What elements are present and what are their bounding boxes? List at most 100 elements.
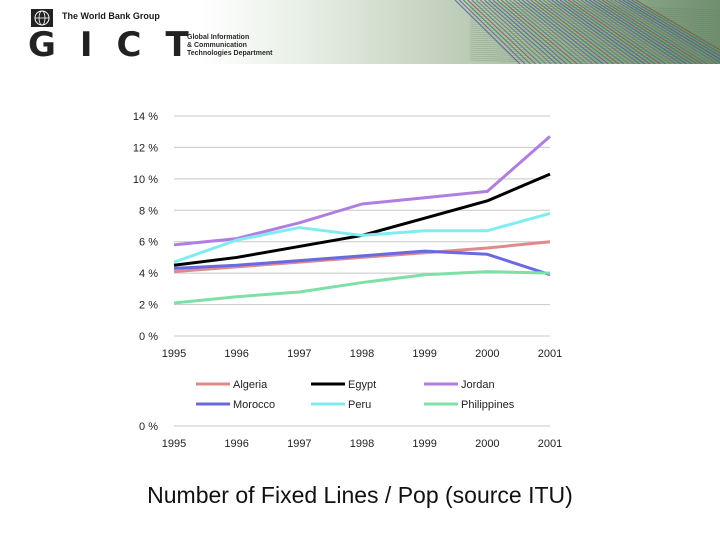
fiber-strand: [563, 0, 656, 64]
series-line-peru: [173, 211, 551, 264]
fiber-strand: [469, 49, 720, 59]
fiber-strand: [601, 0, 703, 64]
y-tick-label: 6 %: [139, 237, 158, 249]
fiber-strand: [593, 0, 692, 64]
series-line-algeria: [173, 240, 551, 274]
fiber-strand: [622, 0, 720, 60]
fiber-strand: [469, 31, 720, 41]
series-line-jordan: [173, 135, 551, 247]
fiber-strand: [618, 0, 720, 63]
fiber-strand: [534, 0, 620, 64]
fiber-strand: [469, 11, 720, 21]
fiber-strand: [488, 0, 562, 64]
fiber-strand: [469, 21, 720, 31]
legend-label-algeria: Algeria: [233, 379, 268, 391]
secondary-x-tick-label: 1995: [162, 438, 186, 450]
fiber-strand: [547, 0, 635, 64]
secondary-x-tick-label: 2001: [538, 438, 562, 450]
fiber-strand: [484, 0, 557, 64]
fiber-strand: [469, 29, 720, 39]
fiber-strand: [568, 0, 661, 64]
fiber-strand: [469, 23, 720, 33]
fiber-strand: [469, 53, 720, 63]
legend-label-morocco: Morocco: [233, 399, 275, 411]
y-tick-label: 8 %: [139, 205, 158, 217]
secondary-x-tick-label: 1999: [412, 438, 436, 450]
fiber-strand: [469, 25, 720, 35]
y-tick-label: 10 %: [133, 174, 158, 186]
dept-line-1: Global Information: [187, 34, 250, 41]
fiber-strand: [454, 0, 521, 64]
fiber-strand: [469, 9, 720, 19]
x-tick-label: 2001: [538, 348, 562, 360]
fiber-strand: [469, 47, 720, 57]
fiber-strand: [559, 0, 651, 64]
fiber-strand: [631, 0, 720, 54]
fiber-strand: [530, 0, 614, 64]
series-line-morocco: [173, 249, 551, 277]
fiber-strand: [469, 5, 720, 15]
fiber-strand: [500, 0, 578, 64]
x-tick-label: 1998: [350, 348, 374, 360]
fiber-strand: [469, 39, 720, 49]
fiber-strand: [597, 0, 698, 64]
fiber-strand: [521, 0, 604, 64]
fiber-strand: [555, 0, 646, 64]
fiber-strand: [589, 0, 687, 64]
fiber-strand: [479, 0, 552, 64]
brand-name: The World Bank Group: [62, 11, 160, 21]
fiber-strand: [538, 0, 625, 64]
fiber-strand: [458, 0, 526, 64]
y-tick-label: 0 %: [139, 331, 158, 343]
fiber-strand: [469, 55, 720, 64]
gict-logo-text: GICT: [28, 25, 213, 64]
x-tick-label: 1996: [224, 348, 248, 360]
secondary-x-tick-label: 1998: [350, 438, 374, 450]
fiber-strand: [469, 19, 720, 29]
y-tick-label: 2 %: [139, 300, 158, 312]
fiber-strand: [614, 0, 718, 64]
series-line-philippines: [173, 270, 551, 305]
fiber-strand: [635, 0, 720, 51]
x-tick-label: 1995: [162, 348, 186, 360]
fiber-strand: [469, 17, 720, 27]
legend-label-peru: Peru: [348, 399, 371, 411]
line-chart: 0 % 2 % 4 % 6 % 8 % 10 % 12 % 14 % 1995 1996 1997 1…: [133, 111, 562, 450]
x-tick-label: 2000: [475, 348, 499, 360]
fiber-strand: [469, 33, 720, 43]
legend-label-jordan: Jordan: [461, 379, 495, 391]
header-banner: The World Bank Group GICT Global Informa…: [0, 0, 720, 64]
fiber-strand: [469, 27, 720, 37]
fiber-strand: [467, 0, 536, 64]
fiber-strand: [526, 0, 609, 64]
fiber-strand: [469, 15, 720, 25]
fiber-strand: [610, 0, 713, 64]
dept-line-3: Technologies Department: [187, 50, 273, 57]
fiber-strand: [572, 0, 666, 64]
fiber-strand: [505, 0, 583, 64]
fiber-strand: [496, 0, 573, 64]
fiber-strand: [576, 0, 672, 64]
fiber-strand: [492, 0, 568, 64]
fiber-strand: [471, 0, 542, 64]
fiber-strand: [469, 37, 720, 47]
fiber-strand: [584, 0, 682, 64]
fiber-strand: [469, 41, 720, 51]
fiber-strand: [469, 7, 720, 17]
secondary-y-tick-label: 0 %: [139, 421, 158, 433]
fiber-strand: [463, 0, 531, 64]
fiber-optic-graphic: [454, 0, 720, 64]
fiber-strand: [469, 3, 720, 13]
fiber-strand: [580, 0, 677, 64]
fiber-strand: [513, 0, 594, 64]
fiber-strand: [469, 51, 720, 61]
x-tick-label: 1997: [287, 348, 311, 360]
y-tick-label: 14 %: [133, 111, 158, 123]
fiber-strand: [551, 0, 640, 64]
fiber-strand: [509, 0, 588, 64]
fiber-strand: [469, 1, 720, 11]
fiber-strand: [469, 35, 720, 45]
fiber-strand: [626, 0, 720, 57]
fiber-strand: [542, 0, 630, 64]
y-tick-label: 4 %: [139, 268, 158, 280]
